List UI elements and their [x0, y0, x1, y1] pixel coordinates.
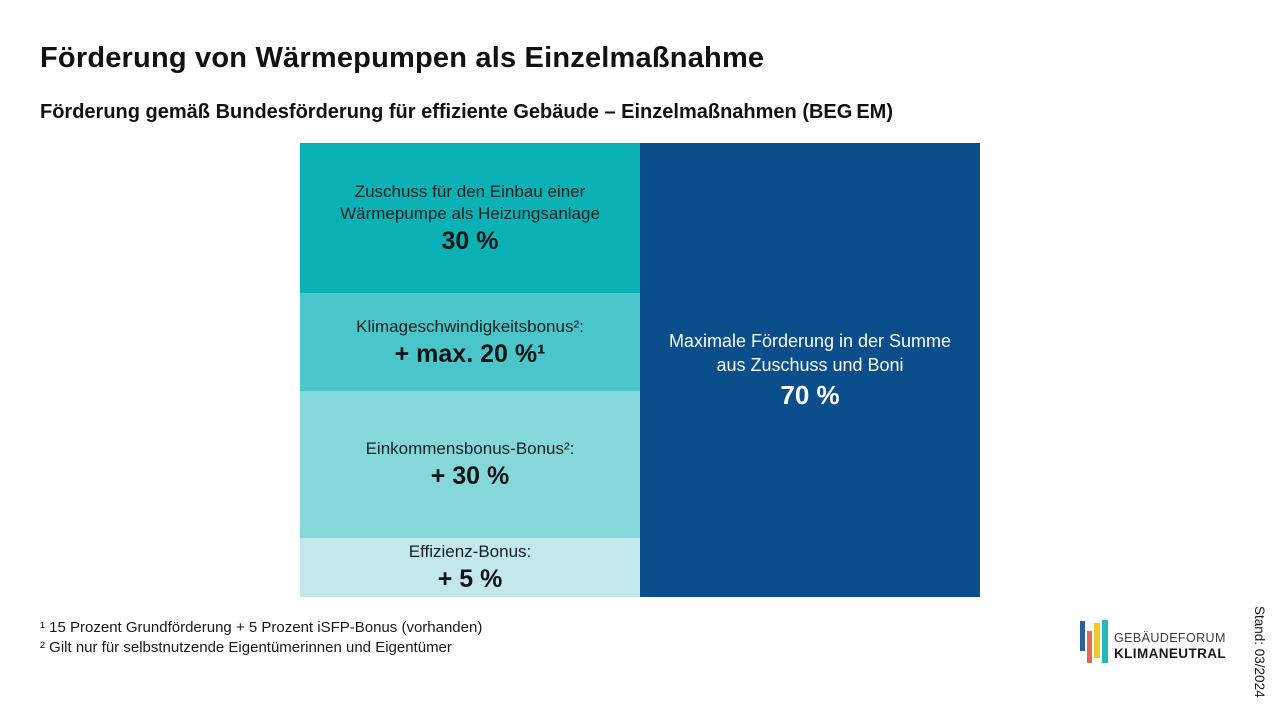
- logo-bar-orange: [1087, 631, 1092, 663]
- segment-value: + 30 %: [430, 462, 510, 490]
- page-title: Förderung von Wärmepumpen als Einzelmaßn…: [40, 42, 765, 74]
- total-value: 70 %: [780, 380, 840, 410]
- segment-label: Klimageschwindigkeitsbonus²:: [356, 316, 584, 336]
- footnote-2: ² Gilt nur für selbstnutzende Eigentümer…: [40, 638, 452, 656]
- logo-text: GEBÄUDEFORUM KLIMANEUTRAL: [1114, 631, 1227, 662]
- segment-zuschuss-waermepumpe: Zuschuss für den Einbau einer Wärmepumpe…: [300, 143, 640, 293]
- footnote-1: ¹ 15 Prozent Grundförderung + 5 Prozent …: [40, 619, 483, 636]
- logo-bar-teal: [1102, 620, 1108, 663]
- logo-bar-yellow: [1094, 623, 1100, 658]
- segment-value: 30 %: [441, 226, 499, 255]
- total-label: Maximale Förderung in der Summe aus Zusc…: [668, 331, 952, 375]
- segment-value: + max. 20 %¹: [394, 339, 546, 368]
- gebaeudeforum-klimaneutral-logo: GEBÄUDEFORUM KLIMANEUTRAL: [1080, 618, 1226, 665]
- page-subtitle: Förderung gemäß Bundesförderung für effi…: [40, 101, 893, 123]
- segment-einkommensbonus: Einkommensbonus-Bonus²: + 30 %: [300, 391, 640, 538]
- segment-label: Effizienz-Bonus:: [408, 542, 532, 561]
- logo-line1: GEBÄUDEFORUM: [1114, 631, 1226, 645]
- footnotes: ¹ 15 Prozent Grundförderung + 5 Prozent …: [40, 618, 482, 657]
- bonus-stack: Zuschuss für den Einbau einer Wärmepumpe…: [300, 143, 640, 597]
- logo-line2: KLIMANEUTRAL: [1114, 646, 1227, 661]
- stand-date-note: Stand: 03/2024: [1252, 606, 1267, 698]
- funding-chart: Zuschuss für den Einbau einer Wärmepumpe…: [300, 143, 980, 597]
- segment-label: Zuschuss für den Einbau einer Wärmepumpe…: [340, 181, 600, 223]
- logo-bar-blue: [1080, 621, 1085, 651]
- segment-label: Einkommensbonus-Bonus²:: [365, 439, 575, 458]
- logo-bars-icon: [1080, 618, 1108, 665]
- segment-effizienz-bonus: Effizienz-Bonus: + 5 %: [300, 538, 640, 597]
- segment-klimageschwindigkeitsbonus: Klimageschwindigkeitsbonus²: + max. 20 %…: [300, 293, 640, 391]
- segment-value: + 5 %: [437, 565, 503, 593]
- total-funding-block: Maximale Förderung in der Summe aus Zusc…: [640, 143, 980, 597]
